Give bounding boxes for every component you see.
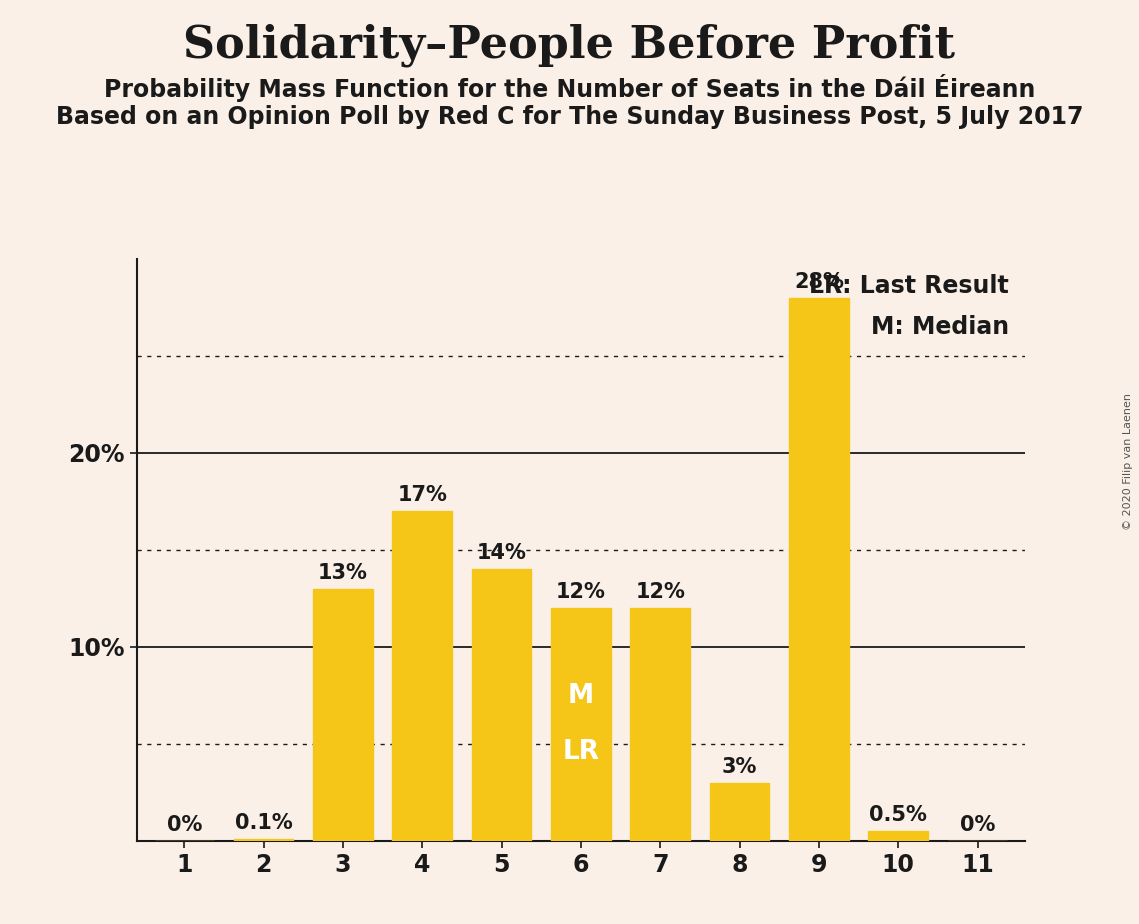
- Text: LR: LR: [563, 739, 599, 765]
- Bar: [472, 569, 531, 841]
- Text: 0.1%: 0.1%: [235, 813, 293, 833]
- Text: Solidarity–People Before Profit: Solidarity–People Before Profit: [183, 23, 956, 67]
- Text: 17%: 17%: [398, 485, 448, 505]
- Text: M: M: [568, 684, 593, 710]
- Bar: [313, 589, 372, 841]
- Text: M: Median: M: Median: [871, 315, 1009, 339]
- Text: Probability Mass Function for the Number of Seats in the Dáil Éireann: Probability Mass Function for the Number…: [104, 74, 1035, 102]
- Bar: [868, 832, 928, 841]
- Text: 13%: 13%: [318, 563, 368, 583]
- Bar: [710, 783, 769, 841]
- Text: 3%: 3%: [722, 757, 757, 777]
- Bar: [393, 511, 452, 841]
- Text: 28%: 28%: [794, 272, 844, 292]
- Text: © 2020 Filip van Laenen: © 2020 Filip van Laenen: [1123, 394, 1133, 530]
- Text: 14%: 14%: [476, 543, 526, 564]
- Text: 0.5%: 0.5%: [869, 806, 927, 825]
- Text: 12%: 12%: [556, 582, 606, 602]
- Bar: [789, 298, 849, 841]
- Text: 0%: 0%: [166, 815, 202, 835]
- Bar: [551, 608, 611, 841]
- Text: 0%: 0%: [960, 815, 995, 835]
- Text: Based on an Opinion Poll by Red C for The Sunday Business Post, 5 July 2017: Based on an Opinion Poll by Red C for Th…: [56, 105, 1083, 129]
- Bar: [631, 608, 690, 841]
- Text: 12%: 12%: [636, 582, 686, 602]
- Text: LR: Last Result: LR: Last Result: [810, 274, 1009, 298]
- Bar: [233, 839, 294, 841]
